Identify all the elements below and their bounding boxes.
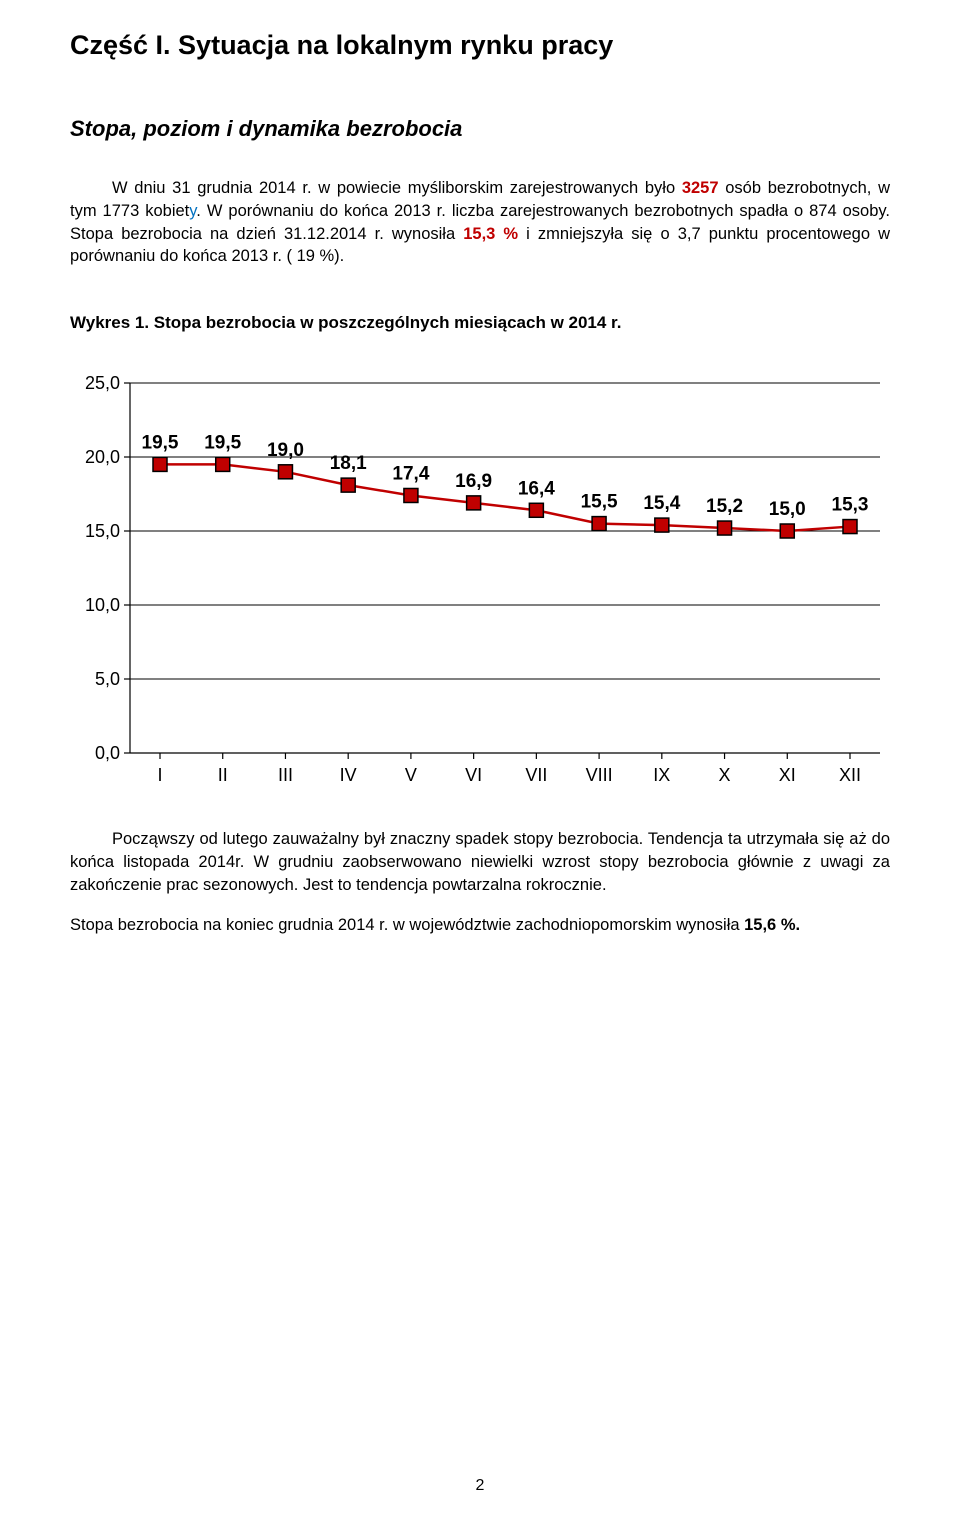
svg-text:VIII: VIII <box>586 765 613 785</box>
svg-text:X: X <box>719 765 731 785</box>
paragraph-3: Stopa bezrobocia na koniec grudnia 2014 … <box>70 914 890 937</box>
para1-e: 15,3 % <box>463 225 518 243</box>
svg-text:VII: VII <box>525 765 547 785</box>
para1-b: 3257 <box>682 179 719 197</box>
svg-text:IX: IX <box>653 765 670 785</box>
para1-a: W dniu 31 grudnia 2014 r. w powiecie myś… <box>112 179 682 197</box>
paragraph-1: W dniu 31 grudnia 2014 r. w powiecie myś… <box>70 177 890 268</box>
svg-text:10,0: 10,0 <box>85 595 120 615</box>
svg-text:0,0: 0,0 <box>95 743 120 763</box>
page-number: 2 <box>0 1477 960 1495</box>
svg-text:15,3: 15,3 <box>832 495 869 516</box>
page-title: Część I. Sytuacja na lokalnym rynku prac… <box>70 30 890 61</box>
svg-text:15,4: 15,4 <box>643 493 680 514</box>
svg-text:19,5: 19,5 <box>204 432 241 453</box>
svg-text:20,0: 20,0 <box>85 447 120 467</box>
svg-text:I: I <box>157 765 162 785</box>
svg-text:15,2: 15,2 <box>706 496 743 517</box>
svg-text:15,5: 15,5 <box>581 492 618 513</box>
svg-text:25,0: 25,0 <box>85 373 120 393</box>
svg-text:5,0: 5,0 <box>95 669 120 689</box>
svg-text:III: III <box>278 765 293 785</box>
svg-text:II: II <box>218 765 228 785</box>
svg-text:15,0: 15,0 <box>769 499 806 520</box>
svg-text:18,1: 18,1 <box>330 453 367 474</box>
unemployment-chart: 0,05,010,015,020,025,0IIIIIIIVVVIVIIVIII… <box>70 363 890 793</box>
para3-a: Stopa bezrobocia na koniec grudnia 2014 … <box>70 916 744 934</box>
svg-text:19,0: 19,0 <box>267 440 304 461</box>
svg-text:VI: VI <box>465 765 482 785</box>
svg-text:17,4: 17,4 <box>392 464 429 485</box>
para3-b: 15,6 %. <box>744 916 800 934</box>
svg-text:XII: XII <box>839 765 861 785</box>
paragraph-2: Począwszy od lutego zauważalny był znacz… <box>70 828 890 896</box>
svg-text:XI: XI <box>779 765 796 785</box>
svg-text:19,5: 19,5 <box>142 432 179 453</box>
page: Część I. Sytuacja na lokalnym rynku prac… <box>0 0 960 1515</box>
svg-text:16,4: 16,4 <box>518 478 555 499</box>
section-subtitle: Stopa, poziom i dynamika bezrobocia <box>70 116 890 142</box>
svg-text:IV: IV <box>340 765 357 785</box>
svg-text:15,0: 15,0 <box>85 521 120 541</box>
svg-text:V: V <box>405 765 417 785</box>
chart-caption: Wykres 1. Stopa bezrobocia w poszczególn… <box>70 313 890 333</box>
svg-text:16,9: 16,9 <box>455 471 492 492</box>
